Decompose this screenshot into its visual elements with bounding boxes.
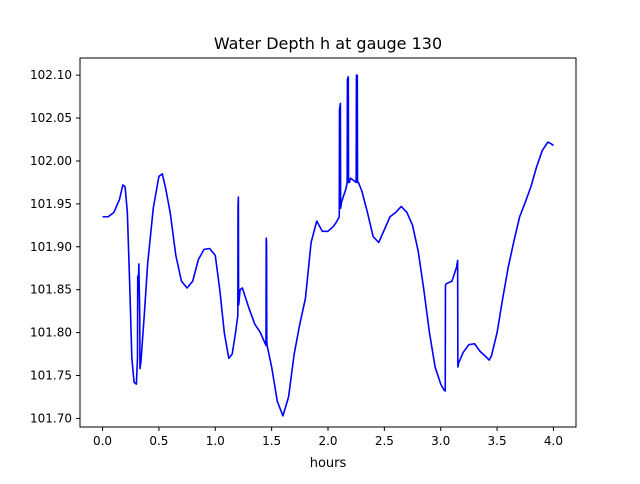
chart-title: Water Depth h at gauge 130 [214,34,442,53]
x-tick-label: 0.0 [93,434,112,448]
y-tick-label: 102.00 [30,154,72,168]
y-tick-label: 101.85 [30,283,72,297]
x-tick-label: 1.5 [262,434,281,448]
x-tick-label: 3.5 [488,434,507,448]
x-tick-label: 3.0 [431,434,450,448]
series-line [102,74,554,417]
x-tick-label: 0.5 [149,434,168,448]
x-axis-ticks: 0.0 0.5 1.0 1.5 2.0 2.5 3.0 3.5 4.0 [93,427,563,448]
x-axis-label: hours [310,456,347,471]
y-tick-label: 102.10 [30,68,72,82]
y-tick-label: 101.95 [30,197,72,211]
x-tick-label: 1.0 [206,434,225,448]
x-tick-label: 2.0 [318,434,337,448]
y-tick-label: 102.05 [30,111,72,125]
y-tick-label: 101.90 [30,240,72,254]
y-tick-label: 101.70 [30,411,72,425]
y-tick-label: 101.80 [30,326,72,340]
y-tick-label: 101.75 [30,369,72,383]
series-layer [102,74,554,417]
plot-frame [79,57,577,428]
x-tick-label: 2.5 [375,434,394,448]
y-axis-ticks: 101.70 101.75 101.80 101.85 101.90 101.95 102.… [30,68,80,425]
x-tick-label: 4.0 [544,434,563,448]
